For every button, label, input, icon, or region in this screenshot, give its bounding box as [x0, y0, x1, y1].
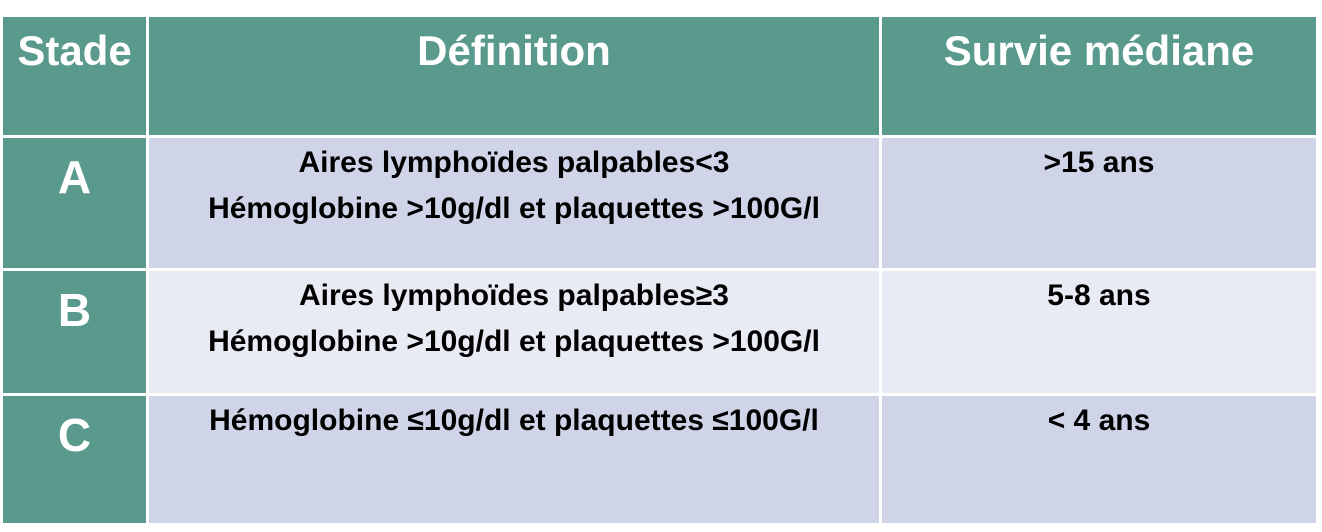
header-stade: Stade	[0, 14, 149, 138]
table-row: A Aires lymphoïdes palpables<3 Hémoglobi…	[0, 135, 1319, 271]
definition-line: Aires lymphoïdes palpables≥3	[299, 279, 729, 312]
survie-cell: 5-8 ans	[879, 268, 1319, 396]
survie-cell: < 4 ans	[879, 393, 1319, 526]
definition-cell: Hémoglobine ≤10g/dl et plaquettes ≤100G/…	[146, 393, 882, 526]
definition-cell: Aires lymphoïdes palpables<3 Hémoglobine…	[146, 135, 882, 271]
staging-table: Stade Définition Survie médiane A Aires …	[0, 14, 1319, 526]
stade-cell: B	[0, 268, 149, 396]
table-row: C Hémoglobine ≤10g/dl et plaquettes ≤100…	[0, 393, 1319, 526]
stade-cell: A	[0, 135, 149, 271]
definition-line: Hémoglobine >10g/dl et plaquettes >100G/…	[208, 192, 820, 225]
table-row: B Aires lymphoïdes palpables≥3 Hémoglobi…	[0, 268, 1319, 396]
survie-cell: >15 ans	[879, 135, 1319, 271]
definition-line: Aires lymphoïdes palpables<3	[298, 146, 730, 179]
header-definition: Définition	[146, 14, 882, 138]
definition-line: Hémoglobine ≤10g/dl et plaquettes ≤100G/…	[209, 404, 819, 437]
stade-cell: C	[0, 393, 149, 526]
definition-line: Hémoglobine >10g/dl et plaquettes >100G/…	[208, 325, 820, 358]
definition-cell: Aires lymphoïdes palpables≥3 Hémoglobine…	[146, 268, 882, 396]
header-survie: Survie médiane	[879, 14, 1319, 138]
header-row: Stade Définition Survie médiane	[0, 14, 1319, 138]
